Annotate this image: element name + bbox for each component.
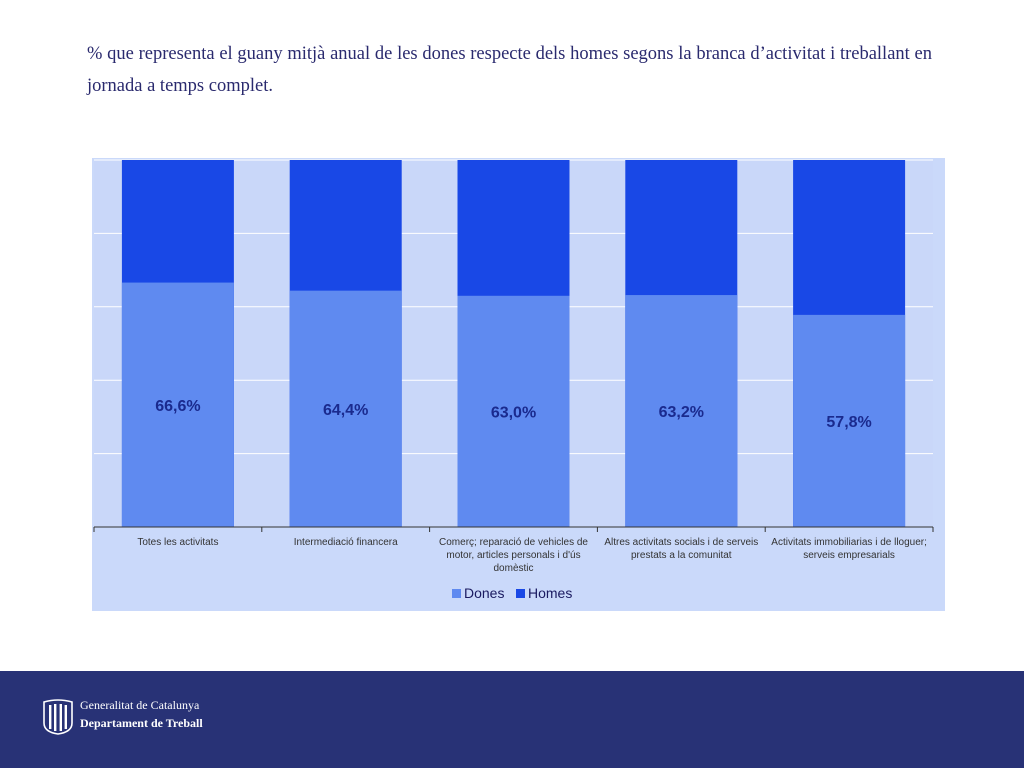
legend-swatch-dones [452, 589, 461, 598]
legend-label-dones: Dones [464, 585, 504, 601]
bar-dones [625, 295, 738, 527]
department-name: Departament de Treball [80, 716, 203, 730]
bar-dones [457, 295, 570, 527]
data-label: 66,6% [155, 398, 200, 415]
chart-area: 66,6% 64,4% 63,0% 63,2% 57,8% Totes les activ… [92, 158, 945, 611]
x-tick-label: Altres activitats socials i de serveis pr… [604, 537, 758, 561]
data-label: 63,2% [659, 404, 704, 421]
bar-dones [793, 314, 906, 527]
bar-dones [289, 290, 402, 527]
x-tick-label: Activitats immobiliarias i de lloguer; se… [771, 537, 927, 561]
x-tick-label: Comerç; reparació de vehicles de motor, a… [439, 537, 588, 574]
data-label: 64,4% [323, 402, 368, 419]
bar-chart: 66,6% 64,4% 63,0% 63,2% 57,8% Totes les activ… [93, 159, 934, 601]
data-label: 63,0% [491, 404, 536, 421]
org-name: Generalitat de Catalunya [80, 698, 200, 712]
legend-label-homes: Homes [528, 585, 572, 601]
generalitat-logo-icon [43, 699, 73, 735]
data-label: 57,8% [826, 414, 871, 431]
x-tick-label: Intermediació financera [294, 537, 398, 548]
bar-dones [121, 282, 234, 527]
x-tick-label: Totes les activitats [137, 537, 218, 548]
legend-swatch-homes [516, 589, 525, 598]
footer [0, 671, 1024, 768]
chart-title: % que representa el guany mitjà anual de… [87, 44, 932, 96]
